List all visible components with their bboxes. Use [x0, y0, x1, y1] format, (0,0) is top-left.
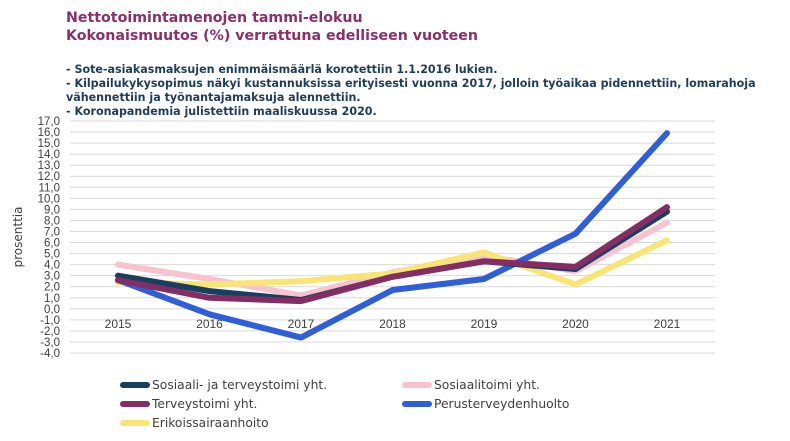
y-tick-label: -3,0 — [40, 337, 60, 349]
y-tick-label: 17,0 — [38, 116, 60, 128]
y-tick-label: 2,0 — [44, 282, 60, 294]
x-tick-label: 2017 — [288, 317, 315, 331]
y-tick-label: -1,0 — [40, 315, 60, 327]
y-tick-label: 4,0 — [44, 260, 60, 272]
series-line-perusterveydenhuolto — [115, 130, 670, 341]
series-line-erikoissairaanhoito — [115, 237, 670, 288]
title-line-2: Kokonaismuutos (%) verrattuna edelliseen… — [66, 28, 478, 44]
series-line-terveystoimi-yht — [115, 204, 670, 305]
title-line-1: Nettotoimintamenojen tammi-elokuu — [66, 10, 363, 26]
y-tick-label: 10,0 — [38, 193, 60, 205]
y-axis-label: prosenttia — [11, 207, 25, 268]
chart-title: Nettotoimintamenojen tammi-elokuu Kokona… — [66, 9, 478, 45]
note-line-4: - Koronapandemia julistettiin maaliskuus… — [66, 105, 377, 118]
y-tick-label: 9,0 — [44, 204, 60, 216]
notes-list: - Sote-asiakasmaksujen enimmäismäärlä ko… — [66, 63, 766, 119]
x-tick-label: 2020 — [562, 317, 589, 331]
y-tick-label: 12,0 — [38, 171, 60, 183]
y-tick-label: 16,0 — [38, 127, 60, 139]
x-tick-label: 2016 — [196, 317, 223, 331]
note-line-1: - Sote-asiakasmaksujen enimmäismäärlä ko… — [66, 63, 498, 76]
x-tick-label: 2019 — [471, 317, 498, 331]
x-tick-label: 2021 — [654, 317, 681, 331]
y-tick-label: 14,0 — [38, 149, 60, 161]
y-tick-label: -4,0 — [40, 348, 60, 360]
y-tick-label: -2,0 — [40, 326, 60, 338]
y-tick-label: 13,0 — [38, 160, 60, 172]
y-tick-label: 7,0 — [44, 226, 60, 238]
y-tick-label: 0,0 — [44, 304, 60, 316]
y-tick-label: 5,0 — [44, 249, 60, 261]
y-tick-label: 3,0 — [44, 271, 60, 283]
x-tick-label: 2015 — [105, 317, 132, 331]
note-line-2: - Kilpailukykysopimus näkyi kustannuksis… — [66, 77, 756, 90]
y-tick-label: 15,0 — [38, 138, 60, 150]
y-tick-label: 8,0 — [44, 215, 60, 227]
y-tick-label: 11,0 — [38, 182, 60, 194]
y-tick-label: 6,0 — [44, 238, 60, 250]
note-line-3: vähennettiin ja työnantajamaksuja alenne… — [66, 91, 361, 104]
x-tick-label: 2018 — [379, 317, 406, 331]
y-tick-label: 1,0 — [44, 293, 60, 305]
